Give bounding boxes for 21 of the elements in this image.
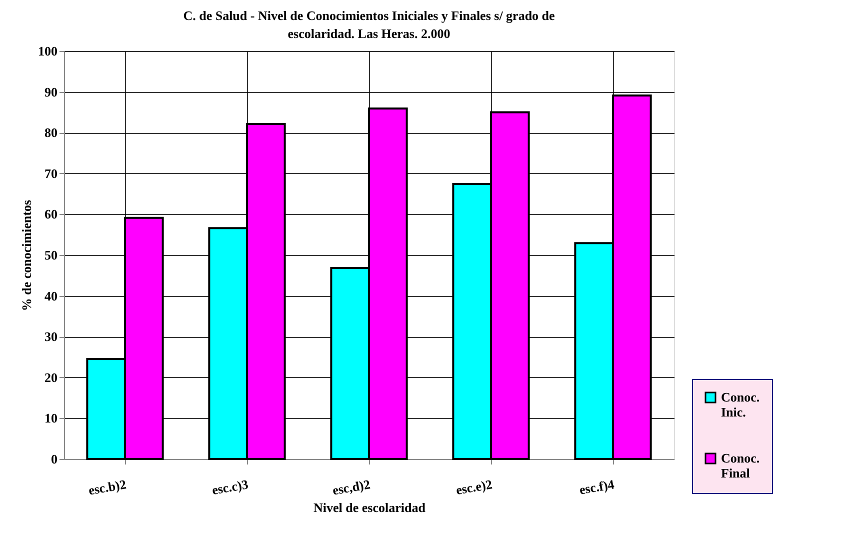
y-axis-title: % de conocimientos xyxy=(19,200,34,312)
y-tick-label: 70 xyxy=(44,166,58,181)
x-tick-label: esc.f)4 xyxy=(578,476,616,498)
y-tick-label: 20 xyxy=(44,370,58,385)
legend-label: Conoc. Final xyxy=(721,450,760,480)
y-tick-label: 100 xyxy=(38,44,58,58)
x-tick-label: esc.b)2 xyxy=(87,476,128,498)
chart-title: C. de Salud - Nivel de Conocimientos Iniciales y Finales s/ grado de escolaridad. Las Heras. 2.000 xyxy=(183,8,556,41)
y-tick-label: 40 xyxy=(44,288,58,304)
y-tick-label: 60 xyxy=(44,206,58,222)
x-tick-label: esc.c)3 xyxy=(210,476,250,498)
y-tick-label: 0 xyxy=(51,452,58,466)
y-tick-label: 90 xyxy=(44,84,58,100)
x-axis-title: Nivel de escolaridad xyxy=(314,500,426,515)
y-tick-label: 50 xyxy=(44,248,58,262)
legend-label: Conoc. Inic. xyxy=(721,390,760,420)
y-tick-label: 30 xyxy=(44,329,58,344)
y-tick-label: 10 xyxy=(44,410,58,426)
x-tick-label: esc.e)2 xyxy=(454,476,494,498)
x-tick-label: esc,d)2 xyxy=(331,476,372,498)
y-tick-label: 80 xyxy=(44,125,58,140)
